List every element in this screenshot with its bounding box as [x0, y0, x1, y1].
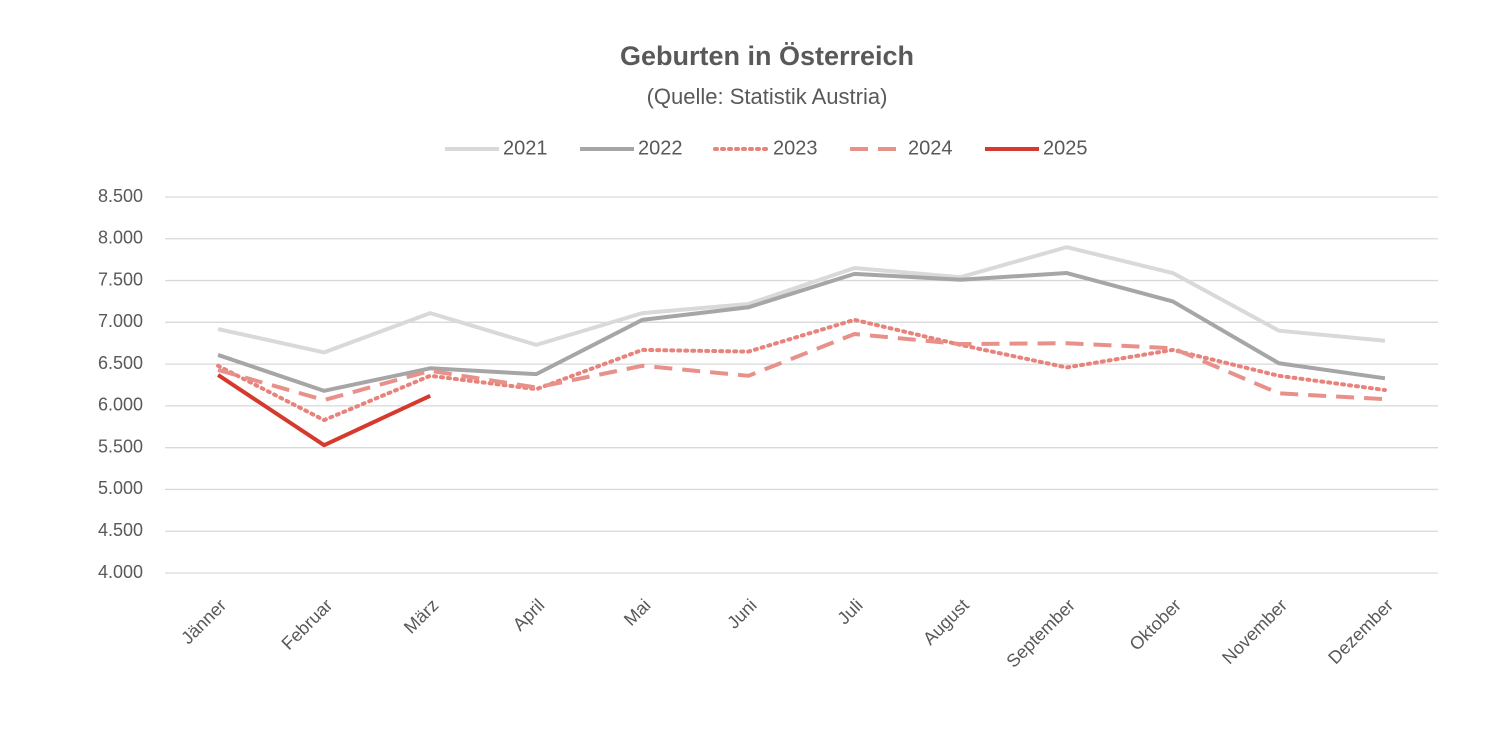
y-tick-label: 4.500: [98, 520, 143, 540]
series-line: [217, 332, 1386, 403]
chart-title: Geburten in Österreich: [620, 41, 914, 71]
y-tick-label: 8.500: [98, 186, 143, 206]
y-tick-label: 5.500: [98, 436, 143, 456]
y-tick-label: 6.500: [98, 353, 143, 373]
series-line: [216, 373, 432, 448]
legend-label: 2022: [638, 137, 683, 159]
legend-label: 2021: [503, 137, 548, 159]
chart-subtitle: (Quelle: Statistik Austria): [647, 84, 888, 109]
y-tick-label: 5.000: [98, 478, 143, 498]
legend-label: 2023: [773, 137, 818, 159]
series-line: [217, 271, 1386, 393]
y-tick-label: 7.500: [98, 269, 143, 289]
y-tick-label: 7.000: [98, 311, 143, 331]
y-tick-label: 8.000: [98, 228, 143, 248]
y-tick-label: 6.000: [98, 395, 143, 415]
y-tick-label: 4.000: [98, 562, 143, 582]
legend-label: 2025: [1043, 137, 1088, 159]
series-line: [217, 245, 1386, 355]
legend-label: 2024: [908, 137, 953, 159]
